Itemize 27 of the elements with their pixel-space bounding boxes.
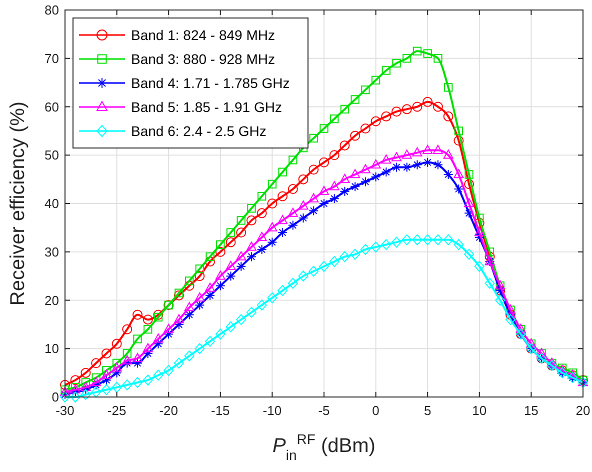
- legend-label: Band 3: 880 - 928 MHz: [131, 51, 275, 67]
- legend-label: Band 5: 1.85 - 1.91 GHz: [131, 99, 282, 115]
- x-tick-label: 20: [576, 403, 590, 418]
- x-tick-label: 5: [424, 403, 432, 418]
- y-tick-label: 60: [44, 99, 59, 114]
- x-tick-label: -20: [159, 403, 178, 418]
- y-tick-label: 0: [52, 390, 59, 404]
- y-tick-label: 20: [44, 292, 59, 308]
- x-tick-label: -10: [262, 403, 282, 418]
- legend-label: Band 4: 1.71 - 1.785 GHz: [131, 75, 290, 91]
- x-tick-label: 0: [372, 403, 380, 418]
- y-tick-label: 10: [44, 341, 59, 356]
- legend-label: Band 6: 2.4 - 2.5 GHz: [131, 123, 266, 139]
- y-tick-label: 50: [44, 148, 59, 163]
- y-tick-label: 80: [44, 2, 59, 18]
- x-tick-label: -30: [56, 403, 74, 418]
- y-tick-label: 70: [44, 50, 59, 66]
- x-tick-label: -25: [107, 403, 126, 418]
- x-tick-label: 15: [524, 403, 538, 418]
- x-tick-label: -15: [211, 403, 230, 418]
- y-tick-label: 30: [44, 244, 59, 260]
- x-tick-label: 10: [472, 403, 487, 418]
- legend-label: Band 1: 824 - 849 MHz: [131, 27, 275, 43]
- x-axis-title: P$_{in}$$^{RF}$ (dBm): [272, 431, 376, 463]
- y-axis-title: Receiver efficiency (%): [7, 101, 29, 306]
- y-tick-label: 40: [44, 196, 59, 211]
- x-tick-label: -5: [318, 403, 330, 418]
